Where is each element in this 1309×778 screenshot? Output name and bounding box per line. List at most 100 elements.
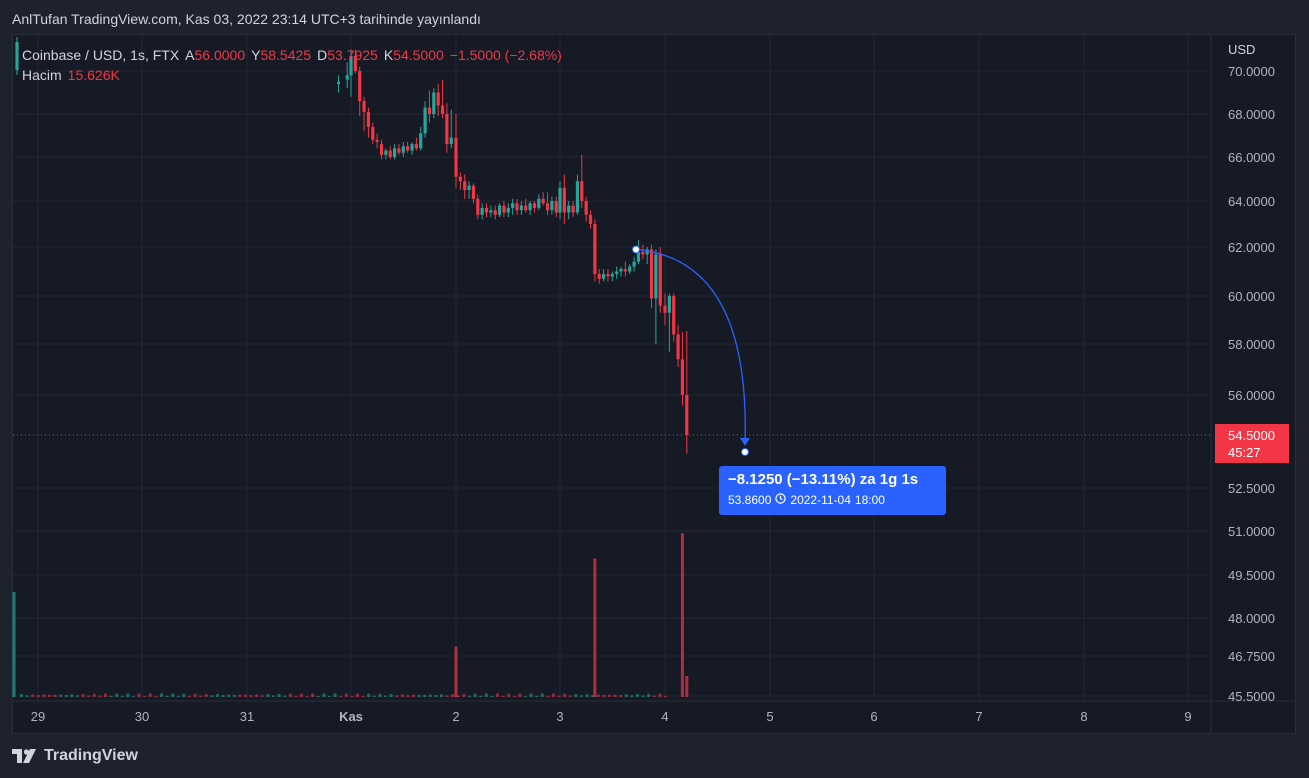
clock-icon (775, 493, 787, 507)
candle-body (392, 148, 397, 157)
volume-bar (512, 695, 516, 697)
volume-bar (210, 695, 214, 697)
currency-label[interactable]: USD (1228, 42, 1256, 57)
candle-body (511, 203, 515, 208)
time-tick-label: 6 (870, 709, 877, 724)
volume-bar (36, 695, 40, 697)
candle-body (597, 273, 601, 279)
candle-body (414, 144, 418, 149)
price-tick-label: 66.0000 (1228, 150, 1275, 165)
candle-body (558, 187, 562, 213)
candle-body (541, 198, 545, 204)
candle-body (584, 201, 588, 215)
time-tick-label: 30 (135, 709, 149, 724)
volume-bar (568, 695, 572, 697)
price-tick-label: 52.5000 (1228, 481, 1275, 496)
volume-label: Hacim (22, 67, 62, 83)
time-tick-label: 3 (556, 709, 563, 724)
volume-bar (87, 695, 91, 697)
volume-bar (238, 694, 242, 697)
volume-bar (132, 695, 135, 697)
volume-bar (42, 694, 46, 697)
volume-bar (227, 694, 231, 697)
volume-bar (585, 694, 589, 697)
candle-body (632, 261, 636, 267)
volume-bar (316, 695, 320, 697)
candle-body (550, 201, 554, 211)
volume-bar (440, 694, 443, 697)
time-tick-label: 31 (240, 709, 254, 724)
measure-tooltip[interactable]: −8.1250 (−13.11%) za 1g 1s 53.8600 2022-… (719, 466, 946, 515)
volume-bar (580, 695, 583, 697)
candle-body (366, 111, 371, 127)
volume-bar (602, 694, 606, 697)
candle-body (349, 55, 353, 76)
volume-bar (563, 693, 567, 697)
volume-bar (126, 693, 130, 697)
candle-body (458, 176, 462, 182)
volume-bar (412, 694, 415, 697)
volume-bar (288, 693, 292, 697)
change-value: −1.5000 (−2.68%) (449, 47, 562, 63)
volume-bar (630, 695, 634, 697)
candle-body (562, 187, 566, 213)
candle-body (515, 203, 519, 211)
volume-bar (199, 695, 203, 697)
candle-body (532, 203, 537, 208)
bar-countdown: 45:27 (1228, 445, 1261, 460)
candle-body (649, 249, 654, 299)
volume-bar (501, 695, 505, 697)
volume-bar (277, 693, 281, 697)
volume-bar (350, 695, 354, 697)
candle-body (571, 205, 575, 213)
candle-body (545, 203, 550, 211)
volume-bar (311, 693, 315, 697)
volume-bar (624, 694, 628, 697)
volume-bar (473, 693, 477, 697)
low-label: D (317, 47, 328, 63)
candle-body (506, 207, 510, 213)
tradingview-brand[interactable]: TradingView (12, 744, 138, 768)
volume-bar (524, 695, 527, 697)
volume-bar (384, 695, 387, 697)
volume-bar (143, 695, 147, 697)
measure-end-point (741, 448, 749, 456)
volume-bar (451, 694, 455, 697)
candle-body (619, 269, 623, 272)
candle-body (440, 105, 445, 114)
volume-bar (613, 694, 617, 697)
candle-body (467, 185, 471, 190)
volume-bar (434, 694, 438, 697)
candle-body (432, 92, 436, 114)
candle-body (480, 207, 484, 215)
price-tick-label: 68.0000 (1228, 107, 1275, 122)
volume-bar (406, 695, 410, 697)
volume-bar (468, 695, 471, 697)
volume-bar (445, 695, 449, 697)
time-tick-label: 7 (975, 709, 982, 724)
volume-bar (484, 693, 488, 697)
time-tick-label: 4 (661, 709, 668, 724)
candle-body (623, 269, 627, 272)
candle-body (606, 273, 610, 277)
volume-bar (367, 693, 371, 697)
volume-bar (171, 693, 175, 697)
volume-bar (647, 693, 651, 697)
volume-bar (540, 693, 544, 697)
volume-bar (680, 533, 684, 697)
candle-body (410, 144, 414, 151)
chart-pane[interactable] (12, 34, 1296, 734)
volume-bar (378, 693, 382, 697)
symbol-name[interactable]: Coinbase / USD, 1s, FTX (22, 47, 180, 63)
time-tick-label: 2 (452, 709, 459, 724)
candle-body (454, 137, 458, 177)
volume-bar (636, 694, 639, 697)
volume-bar (428, 694, 432, 697)
volume-bar (221, 695, 225, 697)
candle-body (667, 296, 671, 313)
candle-body (362, 101, 366, 112)
candle-body (401, 146, 405, 153)
volume-bar (641, 695, 645, 697)
volume-bar (546, 695, 550, 697)
